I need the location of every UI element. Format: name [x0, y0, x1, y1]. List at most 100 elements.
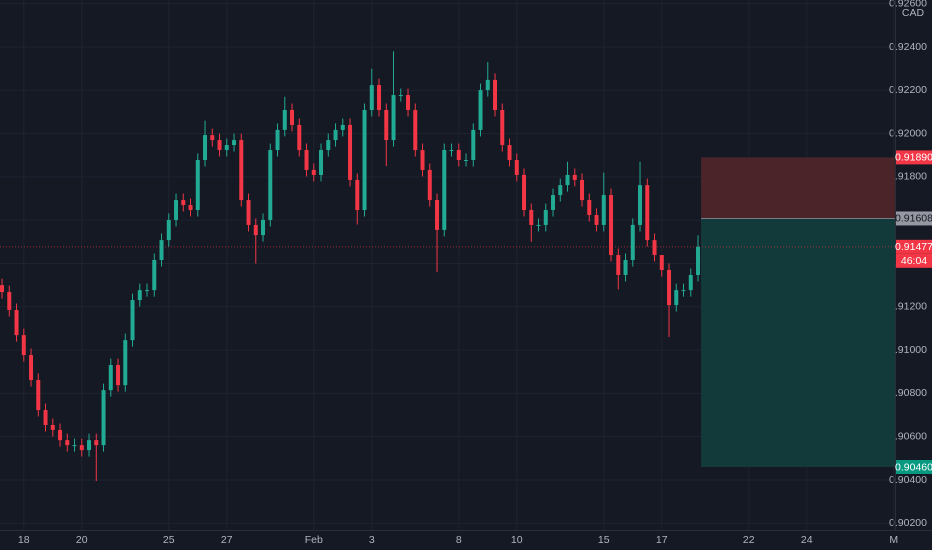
candle-body	[616, 255, 621, 275]
candle-body	[94, 440, 99, 446]
candle-body	[369, 85, 374, 110]
price-label: 0.91890	[895, 152, 932, 164]
candle-body	[188, 205, 193, 211]
candle-body	[594, 214, 599, 225]
candle-body	[116, 365, 121, 386]
x-tick-label: M	[889, 534, 898, 546]
y-tick-label: 0.91800	[889, 171, 927, 183]
candle-body	[7, 292, 12, 311]
candle-body	[137, 290, 142, 301]
y-tick-label: 0.90800	[889, 387, 927, 399]
candle-body	[159, 240, 164, 261]
candle-body	[14, 310, 19, 336]
y-tick-label: 0.92000	[889, 127, 927, 139]
candle-body	[507, 145, 512, 160]
candle-body	[239, 140, 244, 201]
candle-body	[108, 365, 113, 391]
candle-body	[152, 260, 157, 291]
x-tick-label: 24	[801, 534, 813, 546]
candle-body	[195, 159, 200, 211]
candle-body	[449, 150, 454, 152]
price-label-box	[896, 211, 932, 226]
candle-body	[246, 200, 251, 225]
x-tick-label: 18	[18, 534, 30, 546]
x-tick-label: 27	[221, 534, 233, 546]
candle-body	[572, 174, 577, 180]
candle-body	[297, 124, 302, 151]
candle-body	[522, 174, 527, 211]
y-tick-label: 0.90600	[889, 430, 927, 442]
y-tick-label: 0.92600	[889, 0, 927, 9]
candle-body	[638, 185, 643, 225]
candle-body	[87, 440, 92, 451]
candle-body	[174, 200, 179, 220]
x-tick-label: Feb	[305, 534, 323, 546]
candle-body	[652, 240, 657, 256]
candle-body	[311, 169, 316, 175]
candle-body	[130, 300, 135, 341]
x-tick-label: 20	[76, 534, 88, 546]
candle-body	[319, 150, 324, 175]
x-tick-label: 3	[369, 534, 375, 546]
candle-body	[210, 135, 215, 141]
candle-body	[253, 224, 258, 236]
candle-body	[681, 290, 686, 292]
candle-body	[58, 429, 63, 441]
candle-body	[348, 124, 353, 180]
candle-body	[543, 210, 548, 225]
y-tick-label: 0.90200	[889, 517, 927, 529]
candle-body	[485, 79, 490, 91]
price-label: 0.91608	[895, 213, 932, 225]
candle-body	[101, 390, 106, 446]
y-tick-label: 0.92200	[889, 84, 927, 96]
candle-body	[290, 109, 295, 125]
candle-body	[326, 140, 331, 151]
candle-body	[166, 219, 171, 241]
candle-body	[181, 200, 186, 206]
candle-body	[442, 150, 447, 230]
candle-body	[406, 95, 411, 110]
candle-body	[674, 290, 679, 306]
candle-body	[565, 174, 570, 186]
candle-body	[340, 124, 345, 130]
candle-body	[413, 109, 418, 151]
candle-body	[123, 340, 128, 386]
candle-body	[435, 200, 440, 230]
candle-body	[377, 85, 382, 110]
x-tick-label: 22	[743, 534, 755, 546]
candle-body	[493, 79, 498, 110]
candle-body	[50, 424, 55, 430]
candle-body	[79, 445, 84, 451]
candle-body	[232, 140, 237, 146]
candle-body	[696, 246, 701, 275]
candle-body	[362, 109, 367, 211]
candle-body	[536, 224, 541, 226]
candle-body	[29, 355, 34, 380]
candle-body	[21, 335, 26, 356]
candle-body	[558, 185, 563, 196]
candle-body	[0, 285, 5, 293]
price-label-box	[896, 150, 932, 165]
candle-body	[456, 150, 461, 160]
countdown-box	[896, 253, 932, 268]
candle-body	[529, 210, 534, 225]
candle-body	[667, 269, 672, 306]
candle-body	[224, 145, 229, 151]
candle-body	[355, 179, 360, 211]
countdown: 46:04	[901, 255, 927, 267]
candle-body	[145, 290, 150, 292]
y-tick-label: 0.92400	[889, 41, 927, 53]
candle-body	[471, 129, 476, 160]
candle-body	[333, 129, 338, 141]
candle-body	[384, 109, 389, 141]
target-zone	[701, 218, 895, 467]
x-tick-label: 25	[163, 534, 175, 546]
candle-body	[282, 109, 287, 130]
candle-body	[43, 410, 48, 425]
price-label-box	[896, 239, 932, 254]
candle-body	[587, 200, 592, 215]
candle-body	[601, 195, 606, 225]
y-tick-label: 0.91000	[889, 344, 927, 356]
candle-body	[551, 195, 556, 211]
